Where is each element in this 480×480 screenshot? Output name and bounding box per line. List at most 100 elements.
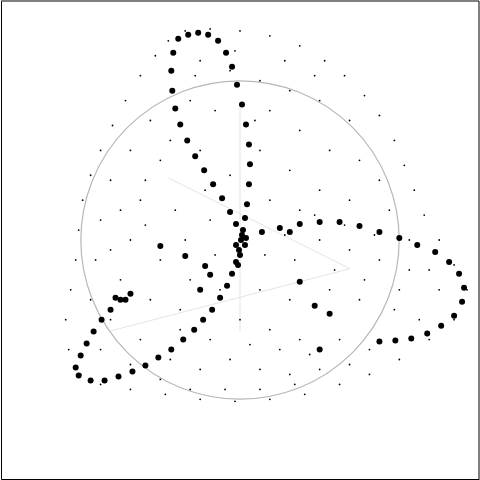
reference-line xyxy=(240,106,241,331)
point xyxy=(344,75,346,77)
point xyxy=(78,353,84,359)
point xyxy=(199,398,201,400)
point xyxy=(393,140,395,142)
point xyxy=(339,339,341,341)
point xyxy=(244,201,250,207)
point xyxy=(279,349,281,351)
point xyxy=(379,179,381,181)
point xyxy=(317,347,323,353)
point xyxy=(177,121,183,127)
point xyxy=(179,329,181,331)
point xyxy=(277,225,283,231)
point xyxy=(284,234,286,236)
point xyxy=(269,35,271,37)
point xyxy=(337,219,343,225)
point xyxy=(269,110,271,112)
point xyxy=(461,285,467,291)
point xyxy=(75,259,77,261)
point xyxy=(204,189,206,191)
point xyxy=(217,295,223,301)
point xyxy=(130,388,132,390)
point xyxy=(76,372,82,378)
point xyxy=(369,349,371,351)
point xyxy=(259,289,261,291)
point xyxy=(140,75,142,77)
point xyxy=(418,319,420,321)
point xyxy=(242,215,248,221)
point xyxy=(120,209,122,211)
point xyxy=(424,331,430,337)
point xyxy=(249,344,251,346)
point xyxy=(144,179,146,181)
point xyxy=(125,100,127,102)
point xyxy=(374,234,376,236)
point xyxy=(88,377,94,383)
point xyxy=(339,383,341,385)
point xyxy=(164,393,166,395)
point xyxy=(154,55,156,57)
point xyxy=(100,349,102,351)
point xyxy=(269,329,271,331)
point xyxy=(184,30,186,32)
point xyxy=(215,38,221,44)
point xyxy=(199,149,201,151)
point xyxy=(205,32,211,38)
point xyxy=(408,336,414,342)
point xyxy=(110,249,112,251)
point xyxy=(233,242,239,248)
point xyxy=(364,279,366,281)
chart xyxy=(0,0,480,480)
point xyxy=(234,50,236,52)
point xyxy=(234,82,240,88)
point xyxy=(428,339,430,341)
point xyxy=(269,398,271,400)
point xyxy=(408,269,410,271)
point xyxy=(403,164,405,166)
point xyxy=(209,339,211,341)
point xyxy=(229,64,235,70)
point xyxy=(130,239,132,241)
point xyxy=(169,88,175,94)
point xyxy=(170,50,176,56)
point xyxy=(129,368,135,374)
point xyxy=(191,327,197,333)
point xyxy=(312,303,318,309)
point xyxy=(324,60,326,62)
point xyxy=(327,311,333,317)
point xyxy=(169,140,171,142)
point xyxy=(112,125,114,127)
point xyxy=(299,130,301,132)
point xyxy=(376,339,382,345)
point xyxy=(242,242,248,248)
point xyxy=(229,359,231,361)
point xyxy=(110,319,112,321)
point xyxy=(299,209,301,211)
reference xyxy=(81,81,399,399)
point xyxy=(199,60,201,62)
point xyxy=(319,369,321,371)
point xyxy=(299,45,301,47)
point xyxy=(130,364,132,366)
point xyxy=(259,229,265,235)
point xyxy=(144,224,146,226)
axis-line xyxy=(2,479,480,480)
point xyxy=(199,369,201,371)
point xyxy=(100,383,102,385)
frame xyxy=(1,1,479,2)
point xyxy=(159,159,161,161)
point xyxy=(159,259,161,261)
point xyxy=(349,199,351,201)
point xyxy=(140,199,142,201)
point xyxy=(95,259,97,261)
point xyxy=(185,32,191,38)
point xyxy=(234,400,236,402)
point xyxy=(180,337,186,343)
point xyxy=(299,339,301,341)
point xyxy=(159,379,161,381)
point xyxy=(259,369,261,371)
series xyxy=(65,28,468,402)
point xyxy=(168,68,174,74)
point xyxy=(113,295,119,301)
point xyxy=(184,137,190,143)
point xyxy=(209,28,211,30)
